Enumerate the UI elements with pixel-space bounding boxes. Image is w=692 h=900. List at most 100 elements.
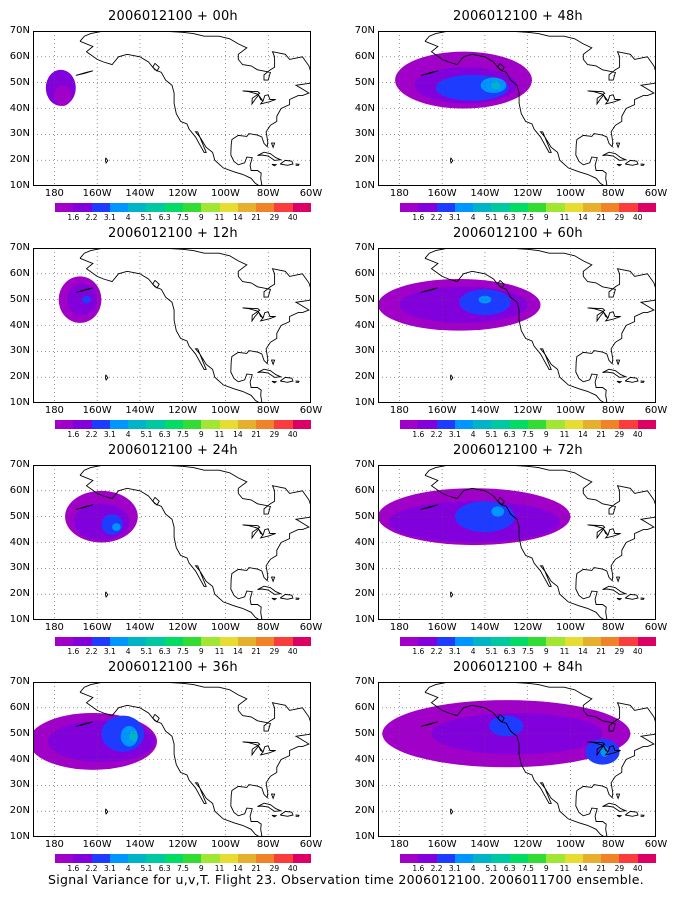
colorbar-segment <box>274 854 293 863</box>
latitude-label: 30N <box>354 779 375 791</box>
coastline <box>424 682 656 837</box>
latitude-label: 70N <box>9 242 30 253</box>
colorbar-segment <box>128 854 147 863</box>
colorbar-label: 21 <box>596 430 606 439</box>
coastline <box>79 31 311 186</box>
panel-title: 2006012100 + 48h <box>453 9 583 24</box>
colorbar-segment <box>637 854 656 863</box>
coastline <box>450 808 454 816</box>
colorbar-segment <box>418 420 437 429</box>
coastline <box>270 359 276 366</box>
colorbar-segment <box>509 637 528 646</box>
latitude-label: 70N <box>354 242 375 253</box>
latitude-label: 70N <box>9 676 30 687</box>
longitude-label: 180 <box>44 839 64 850</box>
colorbar-segment <box>454 420 474 429</box>
coastline <box>295 597 300 600</box>
coastline <box>271 814 278 818</box>
panel-title: 2006012100 + 00h <box>108 9 238 24</box>
colorbar-label: 2.2 <box>430 647 443 656</box>
latitude-label: 20N <box>9 371 30 383</box>
variance-region <box>478 295 492 304</box>
colorbar-segment <box>509 420 528 429</box>
colorbar-label: 5.1 <box>140 647 153 656</box>
variance-region <box>491 506 505 517</box>
longitude-label: 140W <box>470 405 500 416</box>
colorbar-segment <box>601 854 620 863</box>
longitude-label: 140W <box>125 839 155 850</box>
colorbar-label: 1.6 <box>67 213 80 222</box>
latitude-label: 30N <box>354 345 375 357</box>
longitude-label: 160W <box>82 405 112 416</box>
colorbar-label: 2.2 <box>85 430 98 439</box>
colorbar-label: 2.2 <box>85 864 98 873</box>
colorbar-label: 29 <box>614 430 625 439</box>
longitude-label: 160W <box>427 622 457 633</box>
colorbar-label: 1.6 <box>412 647 425 656</box>
coastline <box>79 682 311 837</box>
colorbar-labels: 1.6 2.2 3.1 4 5.1 6.3 7.5 9 11 14 21 29 40 <box>55 647 311 657</box>
latitude-label: 10N <box>9 397 30 408</box>
variance-region <box>489 715 524 737</box>
latitude-label: 40N <box>9 319 30 331</box>
coastline <box>615 142 621 149</box>
longitude-label: 60W <box>299 622 323 633</box>
latitude-label: 50N <box>9 76 30 88</box>
colorbar-segment <box>219 854 238 863</box>
colorbar-label: 40 <box>632 213 643 222</box>
colorbar-label: 11 <box>214 864 225 873</box>
colorbar-label: 7.5 <box>522 647 534 656</box>
colorbar-label: 11 <box>214 430 225 439</box>
coastline <box>587 741 621 757</box>
latitude-label: 40N <box>354 319 375 331</box>
colorbar-segment <box>55 203 74 212</box>
colorbar-label: 4 <box>470 647 476 656</box>
longitude-label: 100W <box>210 188 240 199</box>
colorbar-label: 6.3 <box>503 430 516 439</box>
latitude-label: 10N <box>354 831 375 842</box>
latitude-label: 60N <box>9 484 30 496</box>
latitude-label: 70N <box>354 25 375 36</box>
colorbar-label: 4 <box>125 213 131 222</box>
colorbar-label: 4 <box>470 213 476 222</box>
colorbar-label: 5.1 <box>485 430 498 439</box>
colorbar-segment <box>109 854 129 863</box>
forecast-map <box>33 31 311 186</box>
longitude-label: 100W <box>210 622 240 633</box>
coastline <box>295 380 300 383</box>
colorbar-segment <box>146 637 165 646</box>
colorbar-label: 40 <box>632 430 643 439</box>
longitude-label: 180 <box>44 405 64 416</box>
colorbar-label: 14 <box>578 647 588 656</box>
colorbar-segment <box>109 203 129 212</box>
colorbar-label: 21 <box>251 647 261 656</box>
coastline <box>75 70 94 76</box>
longitude-label: 100W <box>555 622 585 633</box>
colorbar-label: 14 <box>578 864 588 873</box>
map-frame <box>378 465 656 620</box>
colorbar-label: 14 <box>233 647 243 656</box>
colorbar-label: 21 <box>251 430 261 439</box>
coastline <box>152 713 160 723</box>
colorbar-label: 6.3 <box>158 430 171 439</box>
colorbar-segment <box>182 203 202 212</box>
coastline <box>420 504 439 510</box>
colorbar-segment <box>601 203 620 212</box>
colorbar-label: 29 <box>269 430 280 439</box>
longitude-label: 160W <box>82 622 112 633</box>
colorbar-label: 1.6 <box>412 213 425 222</box>
coastline <box>497 496 505 506</box>
variance-region <box>129 731 138 742</box>
colorbar-labels: 1.6 2.2 3.1 4 5.1 6.3 7.5 9 11 14 21 29 40 <box>400 864 656 874</box>
latitude-label: 10N <box>354 397 375 408</box>
panel-title: 2006012100 + 60h <box>453 226 583 241</box>
colorbar-label: 3.1 <box>103 430 116 439</box>
colorbar-segment <box>619 854 638 863</box>
colorbar-segment <box>473 854 492 863</box>
latitude-label: 70N <box>9 459 30 470</box>
colorbar-segment <box>637 420 656 429</box>
coastline <box>257 151 283 161</box>
colorbar-segment <box>582 420 602 429</box>
colorbar-segment <box>601 637 620 646</box>
forecast-map <box>378 682 656 837</box>
